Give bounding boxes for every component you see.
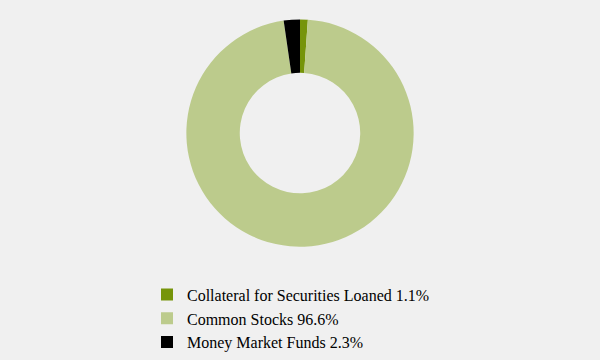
svg-text:Collateral for Securities Loan: Collateral for Securities Loaned 1.1% xyxy=(187,287,429,304)
svg-text:Common Stocks 96.6%: Common Stocks 96.6% xyxy=(187,311,339,328)
svg-text:Money Market Funds 2.3%: Money Market Funds 2.3% xyxy=(187,334,363,352)
